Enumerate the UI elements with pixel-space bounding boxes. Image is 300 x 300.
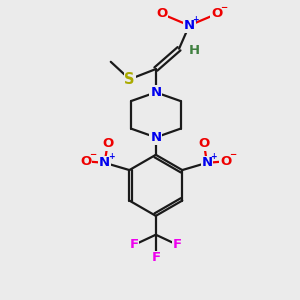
Text: F: F — [173, 238, 182, 251]
Text: −: − — [230, 151, 237, 160]
Text: O: O — [102, 137, 113, 150]
Text: +: + — [192, 15, 199, 24]
Text: N: N — [99, 156, 110, 169]
Text: O: O — [220, 155, 232, 168]
Text: N: N — [184, 19, 195, 32]
Text: F: F — [130, 238, 139, 251]
Text: N: N — [201, 156, 212, 169]
Text: S: S — [124, 72, 135, 87]
Text: F: F — [151, 251, 160, 265]
Text: O: O — [80, 155, 92, 168]
Text: O: O — [198, 137, 210, 150]
Text: O: O — [156, 8, 167, 20]
Text: N: N — [150, 131, 161, 144]
Text: +: + — [210, 152, 217, 161]
Text: −: − — [220, 3, 228, 12]
Text: H: H — [189, 44, 200, 57]
Text: +: + — [108, 152, 114, 161]
Text: O: O — [211, 8, 223, 20]
Text: N: N — [150, 86, 161, 99]
Text: −: − — [89, 151, 97, 160]
